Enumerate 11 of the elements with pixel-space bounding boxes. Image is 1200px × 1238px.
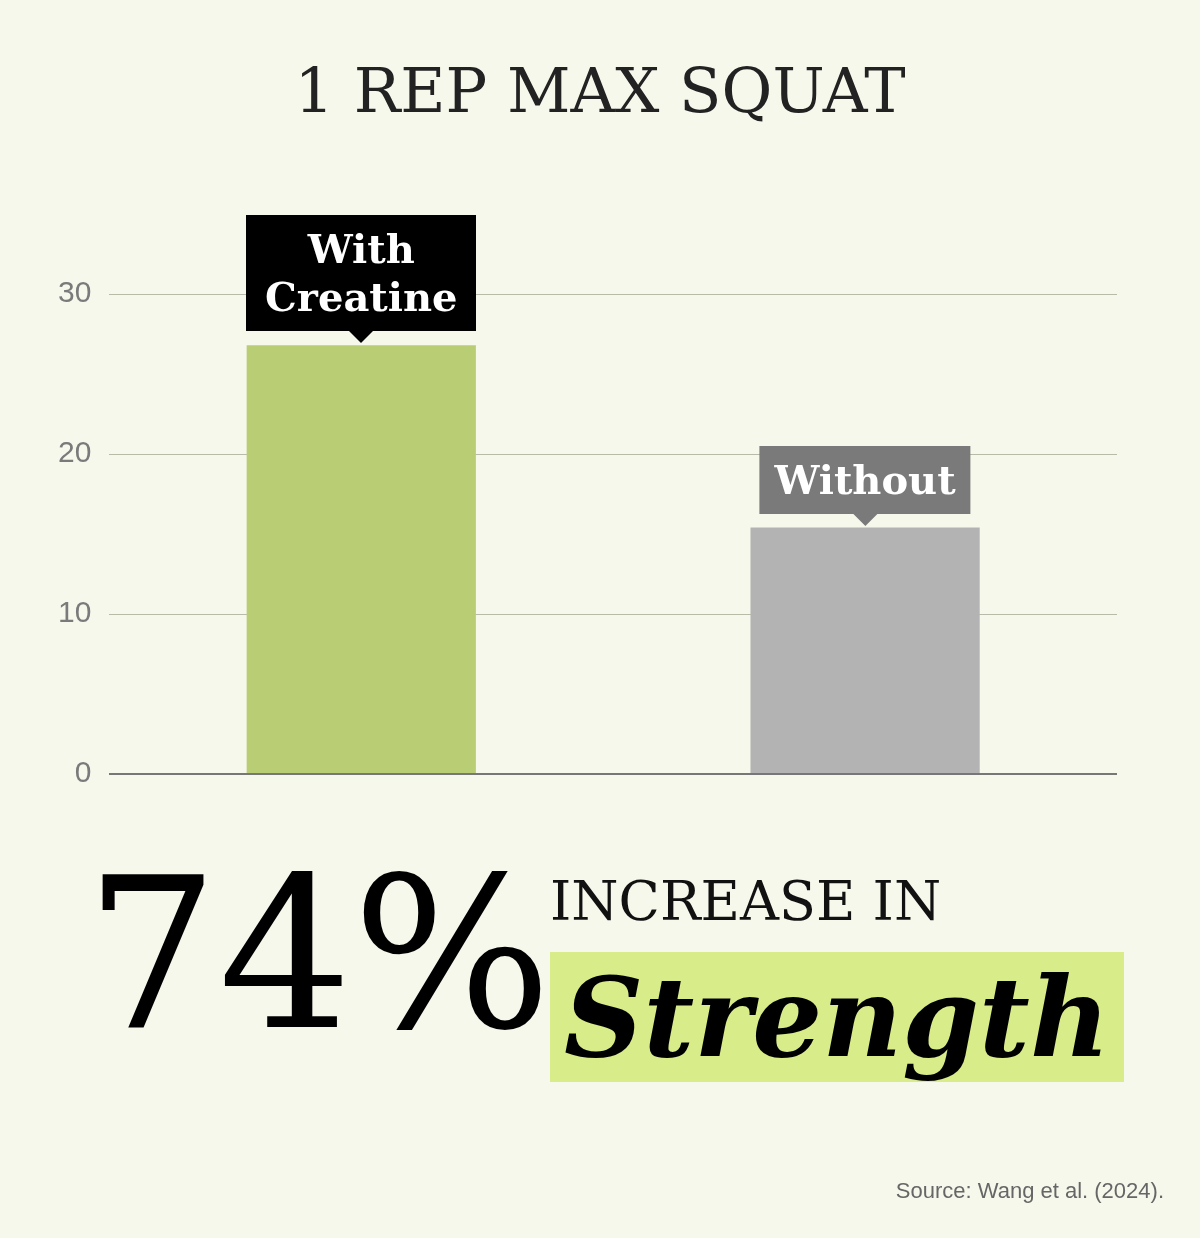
text: INCREASE IN [550, 870, 942, 933]
text: Strength [550, 952, 1124, 1082]
y-tick-label: 30 [57, 275, 92, 309]
y-tick-label: 0 [74, 755, 92, 789]
y-tick-label: 10 [57, 595, 92, 629]
source-note: Source: Wang et al. (2024). [895, 1178, 1164, 1204]
y-tick-label: 20 [57, 435, 92, 469]
x-tick-label: With Creatine [246, 215, 477, 332]
x-tick-label: Without [759, 445, 971, 514]
text: 74% [85, 832, 552, 1077]
chart-title: 1 REP MAX SQUAT [293, 52, 907, 129]
